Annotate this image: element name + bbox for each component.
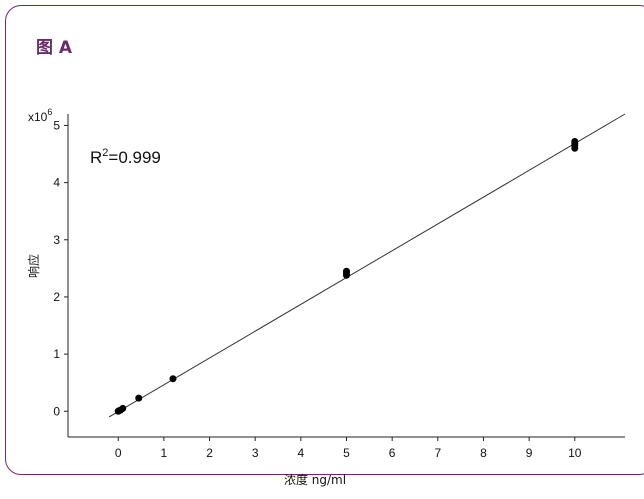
- data-point: [119, 404, 127, 412]
- fit-line: [108, 113, 626, 418]
- data-point: [169, 375, 177, 383]
- y-tick-label: 3: [53, 233, 60, 247]
- ticks: 0 1 2 3 4 5 0 1 2 3 4 5 6 7 8 9 10: [53, 118, 581, 460]
- y-tick-label: 0: [53, 404, 60, 418]
- x-tick-label: 2: [206, 446, 213, 460]
- y-multiplier: x106: [28, 107, 52, 124]
- x-tick-label: 6: [389, 446, 396, 460]
- r-squared-annotation: R2=0.999: [90, 147, 161, 167]
- y-tick-label: 2: [53, 290, 60, 304]
- x-tick-label: 3: [252, 446, 259, 460]
- y-tick-label: 5: [53, 118, 60, 132]
- figure-frame: [5, 5, 644, 475]
- x-tick-label: 8: [480, 446, 487, 460]
- y-axis-label: 响应: [26, 254, 41, 278]
- data-points: [114, 137, 579, 415]
- x-tick-label: 1: [161, 446, 168, 460]
- x-axis-label: 浓度 ng/ml: [284, 472, 346, 487]
- figure-title: 图 A: [36, 38, 73, 58]
- data-point: [135, 394, 143, 402]
- x-tick-label: 4: [298, 446, 305, 460]
- y-tick-label: 4: [53, 176, 60, 190]
- x-tick-label: 9: [526, 446, 533, 460]
- y-tick-label: 1: [53, 347, 60, 361]
- data-point: [571, 137, 579, 145]
- x-tick-label: 10: [568, 446, 582, 460]
- data-point: [343, 267, 350, 275]
- x-tick-label: 7: [434, 446, 441, 460]
- x-tick-label: 5: [343, 446, 350, 460]
- x-tick-label: 0: [115, 446, 122, 460]
